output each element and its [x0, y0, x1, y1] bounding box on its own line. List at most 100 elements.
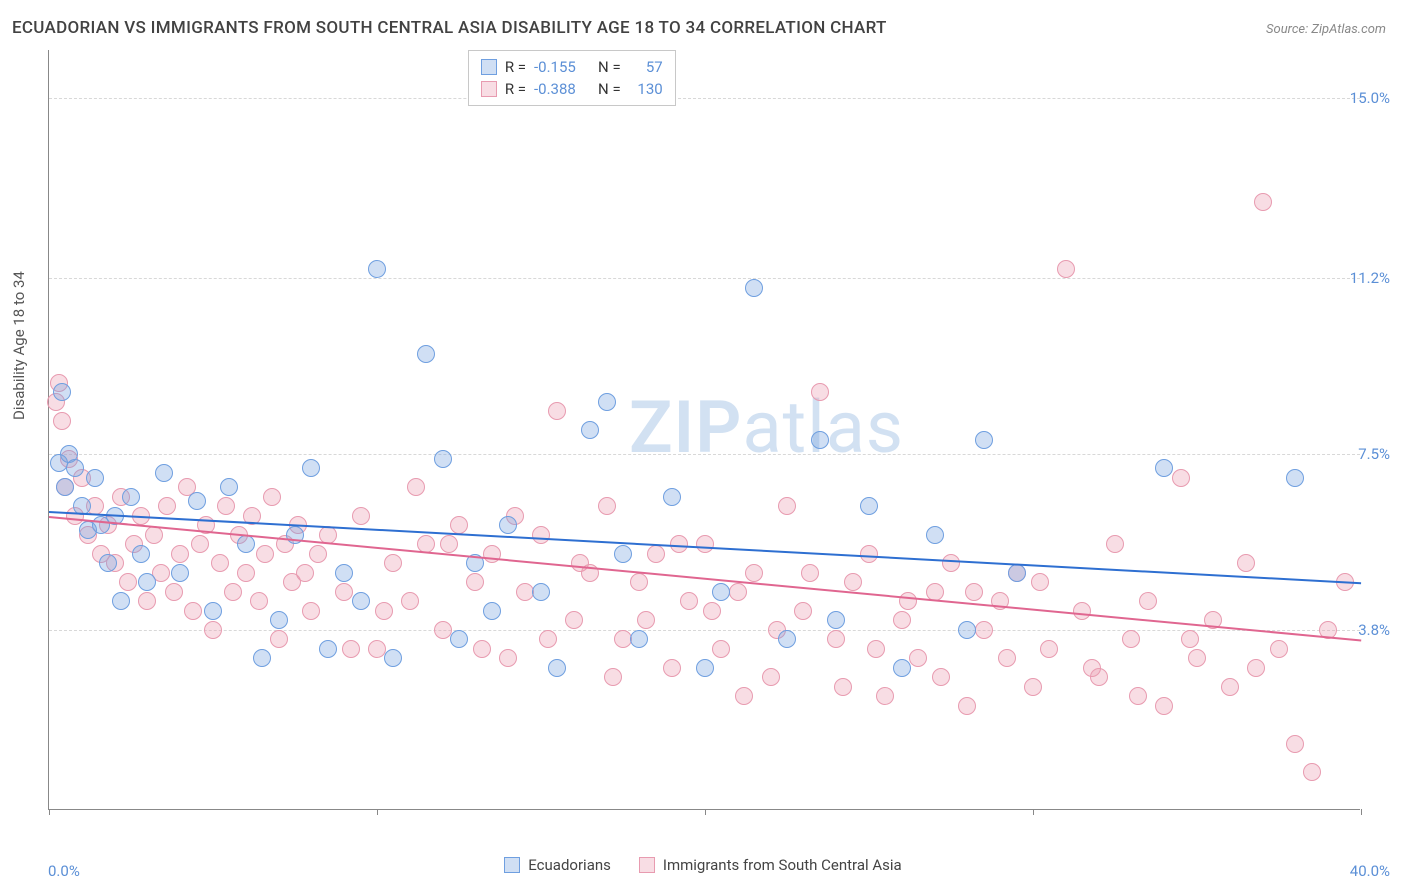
- data-point: [368, 640, 386, 658]
- data-point: [1172, 469, 1190, 487]
- r-value: -0.155: [534, 58, 590, 76]
- data-point: [604, 668, 622, 686]
- data-point: [56, 478, 74, 496]
- data-point: [335, 564, 353, 582]
- data-point: [598, 393, 616, 411]
- data-point: [434, 450, 452, 468]
- data-point: [434, 621, 452, 639]
- data-point: [827, 611, 845, 629]
- data-point: [155, 464, 173, 482]
- data-point: [119, 573, 137, 591]
- data-point: [998, 649, 1016, 667]
- data-point: [932, 668, 950, 686]
- gridline: [49, 278, 1360, 279]
- data-point: [532, 526, 550, 544]
- data-point: [296, 564, 314, 582]
- data-point: [1221, 678, 1239, 696]
- data-point: [975, 621, 993, 639]
- data-point: [942, 554, 960, 572]
- data-point: [270, 630, 288, 648]
- watermark: ZIPatlas: [629, 385, 904, 470]
- data-point: [250, 592, 268, 610]
- data-point: [384, 554, 402, 572]
- plot-area: ZIPatlas: [48, 50, 1360, 810]
- legend-label: Ecuadorians: [528, 856, 611, 874]
- data-point: [335, 583, 353, 601]
- data-point: [1286, 735, 1304, 753]
- gridline: [49, 630, 1360, 631]
- data-point: [516, 583, 534, 601]
- data-point: [630, 630, 648, 648]
- data-point: [407, 478, 425, 496]
- data-point: [217, 497, 235, 515]
- chart-title: ECUADORIAN VS IMMIGRANTS FROM SOUTH CENT…: [12, 18, 887, 38]
- data-point: [302, 602, 320, 620]
- data-point: [735, 687, 753, 705]
- data-point: [581, 421, 599, 439]
- data-point: [778, 630, 796, 648]
- r-value: -0.388: [534, 80, 590, 98]
- x-tick: [49, 809, 50, 815]
- data-point: [703, 602, 721, 620]
- data-point: [647, 545, 665, 563]
- data-point: [794, 602, 812, 620]
- data-point: [1139, 592, 1157, 610]
- data-point: [53, 383, 71, 401]
- data-point: [680, 592, 698, 610]
- data-point: [827, 630, 845, 648]
- gridline: [49, 454, 1360, 455]
- legend-swatch: [481, 81, 497, 97]
- data-point: [614, 630, 632, 648]
- n-value: 130: [629, 80, 663, 98]
- data-point: [1247, 659, 1265, 677]
- data-point: [926, 526, 944, 544]
- data-point: [204, 621, 222, 639]
- legend-swatch: [481, 59, 497, 75]
- data-point: [1129, 687, 1147, 705]
- data-point: [663, 659, 681, 677]
- data-point: [867, 640, 885, 658]
- data-point: [834, 678, 852, 696]
- data-point: [630, 573, 648, 591]
- data-point: [860, 497, 878, 515]
- data-point: [122, 488, 140, 506]
- data-point: [165, 583, 183, 601]
- legend-correlation: R =-0.155N =57R =-0.388N =130: [468, 50, 676, 106]
- y-tick-label: 3.8%: [1358, 621, 1390, 639]
- data-point: [614, 545, 632, 563]
- data-point: [745, 279, 763, 297]
- data-point: [188, 492, 206, 510]
- legend-row: R =-0.155N =57: [481, 56, 663, 78]
- data-point: [171, 564, 189, 582]
- data-point: [1237, 554, 1255, 572]
- x-tick: [705, 809, 706, 815]
- data-point: [342, 640, 360, 658]
- data-point: [499, 649, 517, 667]
- data-point: [745, 564, 763, 582]
- data-point: [899, 592, 917, 610]
- data-point: [191, 535, 209, 553]
- data-point: [384, 649, 402, 667]
- data-point: [375, 602, 393, 620]
- data-point: [99, 554, 117, 572]
- data-point: [270, 611, 288, 629]
- legend-row: R =-0.388N =130: [481, 78, 663, 100]
- data-point: [263, 488, 281, 506]
- y-tick-label: 11.2%: [1350, 269, 1390, 287]
- n-value: 57: [629, 58, 663, 76]
- data-point: [571, 554, 589, 572]
- data-point: [539, 630, 557, 648]
- data-point: [1040, 640, 1058, 658]
- data-point: [132, 545, 150, 563]
- data-point: [811, 431, 829, 449]
- data-point: [138, 573, 156, 591]
- legend-bottom: Ecuadorians Immigrants from South Central…: [0, 856, 1406, 874]
- source-attribution: Source: ZipAtlas.com: [1266, 22, 1386, 37]
- r-label: R =: [505, 80, 526, 98]
- data-point: [171, 545, 189, 563]
- data-point: [876, 687, 894, 705]
- data-point: [860, 545, 878, 563]
- legend-item: Immigrants from South Central Asia: [639, 856, 902, 874]
- data-point: [1155, 459, 1173, 477]
- data-point: [712, 583, 730, 601]
